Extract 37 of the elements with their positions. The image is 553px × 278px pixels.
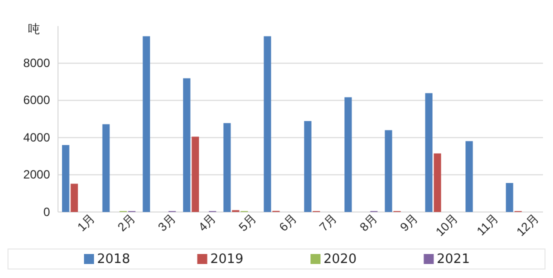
legend-label: 2021	[436, 252, 470, 267]
y-tick-label: 8000	[23, 56, 50, 70]
bar	[183, 78, 190, 212]
x-tick-label: 8月	[357, 211, 380, 234]
bar	[344, 97, 352, 212]
x-tick-label: 5月	[236, 211, 260, 234]
y-axis-title: 吨	[28, 22, 40, 36]
bar	[434, 153, 442, 212]
y-tick-label: 4000	[23, 130, 50, 144]
bar	[425, 93, 432, 212]
bar	[223, 123, 231, 212]
x-tick-label: 12月	[514, 211, 542, 239]
bar	[466, 141, 473, 212]
bar	[102, 124, 110, 212]
y-tick-label: 6000	[23, 93, 50, 108]
bar	[506, 182, 514, 212]
bar	[142, 36, 150, 212]
x-tick-label: 2月	[114, 211, 138, 234]
bar	[70, 184, 78, 212]
bar	[384, 130, 392, 212]
bar	[264, 36, 272, 212]
bar	[192, 136, 199, 212]
x-tick-label: 1月	[74, 211, 98, 234]
x-tick-label: 4月	[196, 211, 219, 234]
legend-label: 2020	[324, 252, 357, 267]
bar	[304, 121, 312, 212]
legend-label: 2019	[210, 252, 244, 267]
legend-label: 2018	[97, 252, 130, 267]
x-tick-label: 9月	[397, 211, 420, 234]
y-tick-label: 0	[43, 204, 50, 219]
y-tick-label: 2000	[23, 168, 50, 182]
x-tick-label: 11月	[474, 211, 502, 238]
x-tick-label: 3月	[155, 211, 178, 234]
x-tick-label: 6月	[276, 211, 300, 234]
x-tick-label: 10月	[432, 211, 461, 239]
x-tick-label: 7月	[316, 211, 340, 234]
bar	[62, 145, 70, 212]
